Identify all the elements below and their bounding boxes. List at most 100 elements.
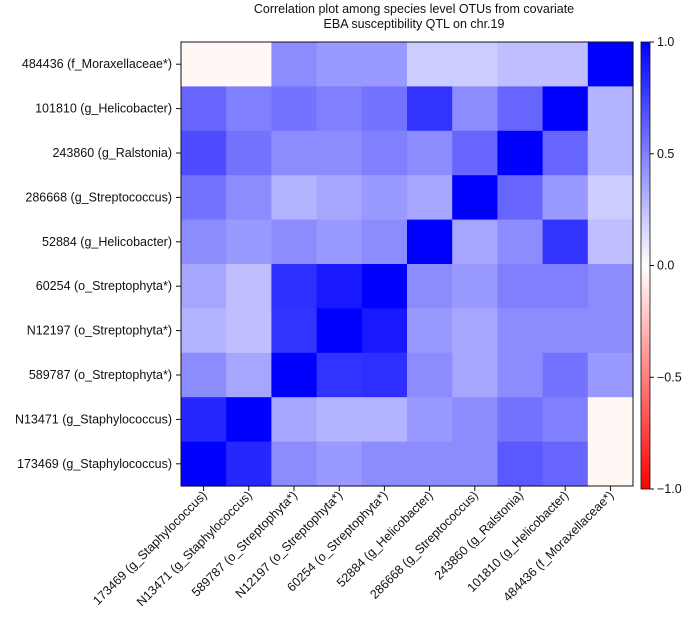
heatmap-cell — [587, 397, 634, 443]
heatmap-cell — [226, 441, 272, 487]
heatmap-cell — [181, 264, 227, 309]
colorbar-tick-label: 0.0 — [657, 259, 674, 273]
column-labels: 173469 (g_Staphylococcus)N13471 (g_Staph… — [90, 486, 617, 609]
heatmap-cell — [407, 397, 453, 443]
heatmap-cell — [497, 352, 544, 398]
colorbar-tick-label: 1.0 — [657, 35, 674, 49]
heatmap-cell — [361, 42, 408, 87]
row-label: N13471 (g_Staphylococcus) — [15, 412, 172, 426]
heatmap-cell — [226, 264, 272, 309]
heatmap-cell — [587, 441, 634, 487]
row-label: 101810 (g_Helicobacter) — [35, 102, 172, 116]
heatmap-cell — [361, 86, 408, 132]
heatmap-cell — [361, 397, 408, 443]
colorbar-ticks: 1.0 0.5 0.0 −0.5 −1.0 — [650, 35, 682, 496]
heatmap-cell — [452, 42, 498, 87]
heatmap-cell — [271, 308, 318, 354]
heatmap-cell — [271, 86, 318, 132]
heatmap-cell — [497, 397, 544, 443]
heatmap-cell — [542, 308, 589, 354]
heatmap-cell — [181, 397, 227, 443]
heatmap-cells — [181, 42, 634, 487]
heatmap-cell — [587, 352, 634, 398]
heatmap-cell — [452, 397, 498, 443]
heatmap-cell — [452, 352, 498, 398]
chart-title-line-1: Correlation plot among species level OTU… — [254, 2, 574, 16]
heatmap-cell — [587, 42, 634, 87]
heatmap-cell — [226, 352, 272, 398]
heatmap-cell — [407, 308, 453, 354]
heatmap-cell — [316, 130, 363, 176]
heatmap-cell — [452, 308, 498, 354]
heatmap-cell — [497, 264, 544, 309]
heatmap-cell — [361, 175, 408, 221]
heatmap-cell — [542, 352, 589, 398]
row-label: 286668 (g_Streptococcus) — [25, 190, 172, 204]
heatmap-cell — [407, 130, 453, 176]
heatmap-cell — [542, 130, 589, 176]
row-label: 52884 (g_Helicobacter) — [42, 235, 172, 249]
heatmap-cell — [361, 264, 408, 309]
heatmap-cell — [226, 397, 272, 443]
heatmap-cell — [497, 130, 544, 176]
colorbar-tick-label: −0.5 — [657, 370, 682, 384]
heatmap-cell — [271, 219, 318, 265]
heatmap-cell — [316, 175, 363, 221]
heatmap-cell — [542, 441, 589, 487]
heatmap-cell — [587, 86, 634, 132]
heatmap-cell — [542, 86, 589, 132]
plot-frame — [180, 41, 634, 487]
colorbar-tick-label: 0.5 — [657, 147, 674, 161]
heatmap-cell — [271, 130, 318, 176]
column-label: 243860 (g_Ralstonia) — [432, 488, 526, 582]
heatmap-cell — [226, 308, 272, 354]
heatmap-cell — [542, 175, 589, 221]
row-label: N12197 (o_Streptophyta*) — [27, 324, 172, 338]
heatmap-cell — [271, 352, 318, 398]
heatmap-cell — [587, 264, 634, 309]
row-label: 60254 (o_Streptophyta*) — [36, 279, 172, 293]
heatmap-cell — [181, 86, 227, 132]
heatmap-cell — [181, 308, 227, 354]
heatmap-cell — [452, 264, 498, 309]
heatmap-cell — [407, 264, 453, 309]
heatmap-cell — [542, 42, 589, 87]
heatmap-cell — [497, 86, 544, 132]
heatmap-cell — [316, 86, 363, 132]
chart-title-line-2: EBA susceptibility QTL on chr.19 — [324, 17, 505, 31]
heatmap-cell — [361, 352, 408, 398]
heatmap-cell — [452, 175, 498, 221]
heatmap-cell — [452, 86, 498, 132]
heatmap-cell — [407, 352, 453, 398]
heatmap-cell — [226, 42, 272, 87]
heatmap-cell — [407, 86, 453, 132]
heatmap-cell — [497, 42, 544, 87]
heatmap-cell — [587, 130, 634, 176]
row-label: 173469 (g_Staphylococcus) — [17, 457, 172, 471]
heatmap-cell — [497, 175, 544, 221]
heatmap-cell — [407, 441, 453, 487]
heatmap-cell — [407, 175, 453, 221]
heatmap-cell — [361, 130, 408, 176]
heatmap-cell — [271, 397, 318, 443]
heatmap-cell — [452, 130, 498, 176]
row-label: 243860 (g_Ralstonia) — [52, 146, 172, 160]
heatmap-cell — [542, 219, 589, 265]
heatmap-cell — [587, 219, 634, 265]
heatmap-cell — [181, 42, 227, 87]
heatmap-cell — [271, 175, 318, 221]
heatmap-cell — [452, 441, 498, 487]
heatmap-cell — [542, 264, 589, 309]
heatmap-cell — [271, 42, 318, 87]
heatmap-cell — [226, 130, 272, 176]
heatmap-cell — [587, 175, 634, 221]
heatmap-cell — [361, 308, 408, 354]
heatmap-cell — [316, 264, 363, 309]
heatmap-cell — [587, 308, 634, 354]
heatmap-cell — [361, 441, 408, 487]
heatmap-cell — [316, 42, 363, 87]
heatmap-cell — [181, 219, 227, 265]
heatmap-cell — [181, 130, 227, 176]
heatmap-cell — [181, 352, 227, 398]
heatmap-cell — [497, 441, 544, 487]
